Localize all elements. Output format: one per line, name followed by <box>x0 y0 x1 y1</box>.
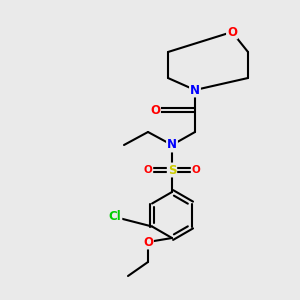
Text: O: O <box>192 165 200 175</box>
Text: N: N <box>167 139 177 152</box>
Text: O: O <box>143 236 153 248</box>
Text: Cl: Cl <box>109 211 122 224</box>
Text: O: O <box>150 103 160 116</box>
Text: O: O <box>144 165 152 175</box>
Text: O: O <box>227 26 237 38</box>
Text: S: S <box>168 164 176 176</box>
Text: N: N <box>190 83 200 97</box>
